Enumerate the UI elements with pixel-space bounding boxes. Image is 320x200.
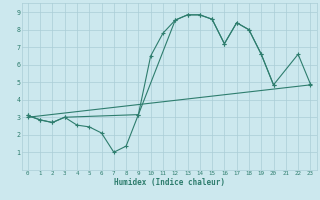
X-axis label: Humidex (Indice chaleur): Humidex (Indice chaleur) [114, 178, 225, 187]
